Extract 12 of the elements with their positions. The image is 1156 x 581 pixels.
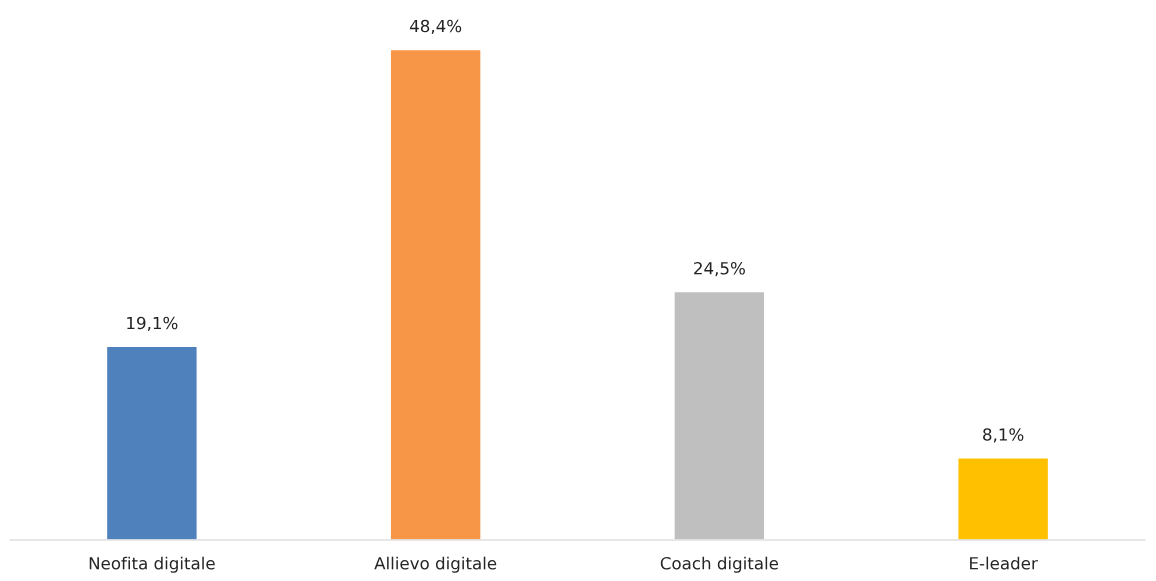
- data-label: 8,1%: [983, 428, 1024, 443]
- bar: [389, 48, 482, 540]
- x-tick-label: E-leader: [970, 556, 1038, 570]
- data-label: 24,5%: [694, 261, 745, 277]
- x-tick-label: Allievo digitale: [374, 556, 497, 573]
- data-label: 19,1%: [127, 316, 178, 331]
- bar: [673, 290, 766, 540]
- x-tick-label: Coach digitale: [660, 556, 779, 573]
- x-tick-label: Neofita digitale: [89, 556, 215, 573]
- bar: [105, 345, 198, 540]
- data-label: 48,4%: [409, 19, 462, 35]
- bar: [957, 457, 1050, 540]
